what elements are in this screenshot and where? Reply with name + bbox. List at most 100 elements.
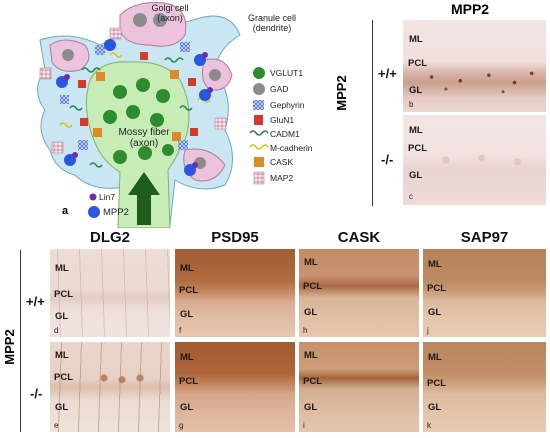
legend-icon-map2 <box>253 171 265 185</box>
legend-gad: GAD <box>270 84 289 94</box>
micrograph-c-letter: c <box>409 192 413 201</box>
synapse-diagram-art <box>37 2 269 228</box>
mossy-fiber-label: Mossy fiber (axon) <box>118 127 170 149</box>
micrograph-e-ml: ML <box>55 350 69 361</box>
micrograph-g-letter: g <box>179 421 184 430</box>
legend-icon-lin7 <box>89 193 97 201</box>
micrograph-h-ml: ML <box>304 257 318 268</box>
mpp2-wt-label: +/+ <box>378 66 397 81</box>
micrograph-e-pcl: PCL <box>54 372 73 383</box>
golgi-cell-shape <box>119 2 187 47</box>
grid-divider <box>20 250 21 432</box>
micrograph-i-gl: GL <box>304 402 318 413</box>
micrograph-b-pcl: PCL <box>408 58 427 69</box>
legend-vglut1: VGLUT1 <box>270 68 304 78</box>
legend-map2: MAP2 <box>270 173 294 183</box>
col-title-sap97: SAP97 <box>460 229 509 246</box>
micrograph-c: ML PCL GL c <box>403 115 546 205</box>
mpp2-divider <box>372 20 373 206</box>
legend-icons <box>88 67 269 218</box>
legend-m-cadherin: M-cadherin <box>270 143 313 153</box>
col-title-psd95: PSD95 <box>211 229 259 246</box>
micrograph-h-pcl: PCL <box>303 281 322 292</box>
micrograph-f-letter: f <box>179 326 182 335</box>
mpp2-panel-title: MPP2 <box>450 1 490 17</box>
micrograph-d: ML PCL GL d <box>50 249 170 337</box>
micrograph-k-pcl: PCL <box>427 378 446 389</box>
legend-lin7: Lin7 <box>99 192 116 202</box>
mpp2-ko-label: -/- <box>381 152 394 167</box>
legend-icon-gad <box>253 83 265 95</box>
legend-icon-vglut1 <box>253 67 265 79</box>
legend-glun1: GluN1 <box>270 115 295 125</box>
micrograph-c-ml: ML <box>409 125 423 136</box>
micrograph-j: ML PCL GL j <box>423 249 546 337</box>
micrograph-j-gl: GL <box>428 307 442 318</box>
grid-wt-label: +/+ <box>26 294 45 309</box>
micrograph-i-pcl: PCL <box>303 376 322 387</box>
micrograph-c-gl: GL <box>409 170 423 181</box>
mpp2-row-title: MPP2 <box>334 75 349 111</box>
micrograph-d-ml: ML <box>55 263 69 274</box>
granule-cell-label: Granule cell (dendrite) <box>247 13 297 33</box>
micrograph-k: ML PCL GL k <box>423 342 546 432</box>
micrograph-j-ml: ML <box>428 259 442 270</box>
gephyrin-markers <box>60 42 190 150</box>
grid-row-title: MPP2 <box>2 329 17 365</box>
micrograph-h-letter: h <box>303 326 308 335</box>
micrograph-e: ML PCL GL e <box>50 342 170 432</box>
micrograph-j-pcl: PCL <box>427 283 446 294</box>
micrograph-j-letter: j <box>427 326 429 335</box>
glun1-markers <box>78 52 198 136</box>
micrograph-h: ML PCL GL h <box>299 249 419 337</box>
micrograph-g-gl: GL <box>180 402 194 413</box>
micrograph-c-pcl: PCL <box>408 143 427 154</box>
micrograph-f-gl: GL <box>180 309 194 320</box>
micrograph-g: ML PCL GL g <box>175 342 295 432</box>
micrograph-b: ML PCL GL b <box>403 20 546 112</box>
legend-mpp2: MPP2 <box>103 207 129 218</box>
micrograph-k-letter: k <box>427 421 431 430</box>
micrograph-i: ML PCL GL i <box>299 342 419 432</box>
micrograph-k-ml: ML <box>428 352 442 363</box>
legend-icon-cadm1 <box>249 130 269 136</box>
micrograph-e-letter: e <box>54 421 59 430</box>
gad-vesicles <box>62 13 221 169</box>
lin7-markers <box>64 52 213 168</box>
micrograph-i-ml: ML <box>304 350 318 361</box>
legend-icon-glun1 <box>254 115 263 125</box>
micrograph-g-pcl: PCL <box>179 376 198 387</box>
legend-icon-mpp2 <box>88 206 100 218</box>
synapse-diagram: Golgi cell (axon) Granule cell (dendrite… <box>0 0 360 228</box>
micrograph-d-pcl: PCL <box>54 289 73 300</box>
micrograph-k-gl: GL <box>428 402 442 413</box>
golgi-cell-label: Golgi cell (axon) <box>151 3 189 23</box>
micrograph-d-letter: d <box>54 326 59 335</box>
legend-cask: CASK <box>270 157 294 167</box>
micrograph-b-letter: b <box>409 100 414 109</box>
panel-a-letter: a <box>62 205 69 217</box>
legend-icon-gephyrin <box>253 100 264 110</box>
map2-markers <box>39 27 227 154</box>
vglut1-vesicles <box>103 78 174 164</box>
legend-icon-cask <box>254 157 264 167</box>
col-title-dlg2: DLG2 <box>89 229 130 246</box>
legend-cadm1: CADM1 <box>270 129 300 139</box>
micrograph-e-gl: GL <box>55 402 69 413</box>
legend-icon-m-cadherin <box>249 144 269 150</box>
cask-markers <box>93 70 181 141</box>
grid-ko-label: -/- <box>30 386 43 401</box>
micrograph-h-gl: GL <box>304 307 318 318</box>
micrograph-g-ml: ML <box>180 352 194 363</box>
cadm1-markers <box>69 57 193 168</box>
micrograph-d-gl: GL <box>55 311 69 322</box>
micrograph-f: ML PCL GL f <box>175 249 295 337</box>
col-title-cask: CASK <box>337 229 381 246</box>
micrograph-b-gl: GL <box>409 85 423 96</box>
legend-gephyrin: Gephyrin <box>270 100 305 110</box>
micrograph-b-ml: ML <box>409 34 423 45</box>
micrograph-f-ml: ML <box>180 263 194 274</box>
direction-arrow <box>128 172 160 225</box>
micrograph-i-letter: i <box>303 421 305 430</box>
micrograph-f-pcl: PCL <box>179 285 198 296</box>
